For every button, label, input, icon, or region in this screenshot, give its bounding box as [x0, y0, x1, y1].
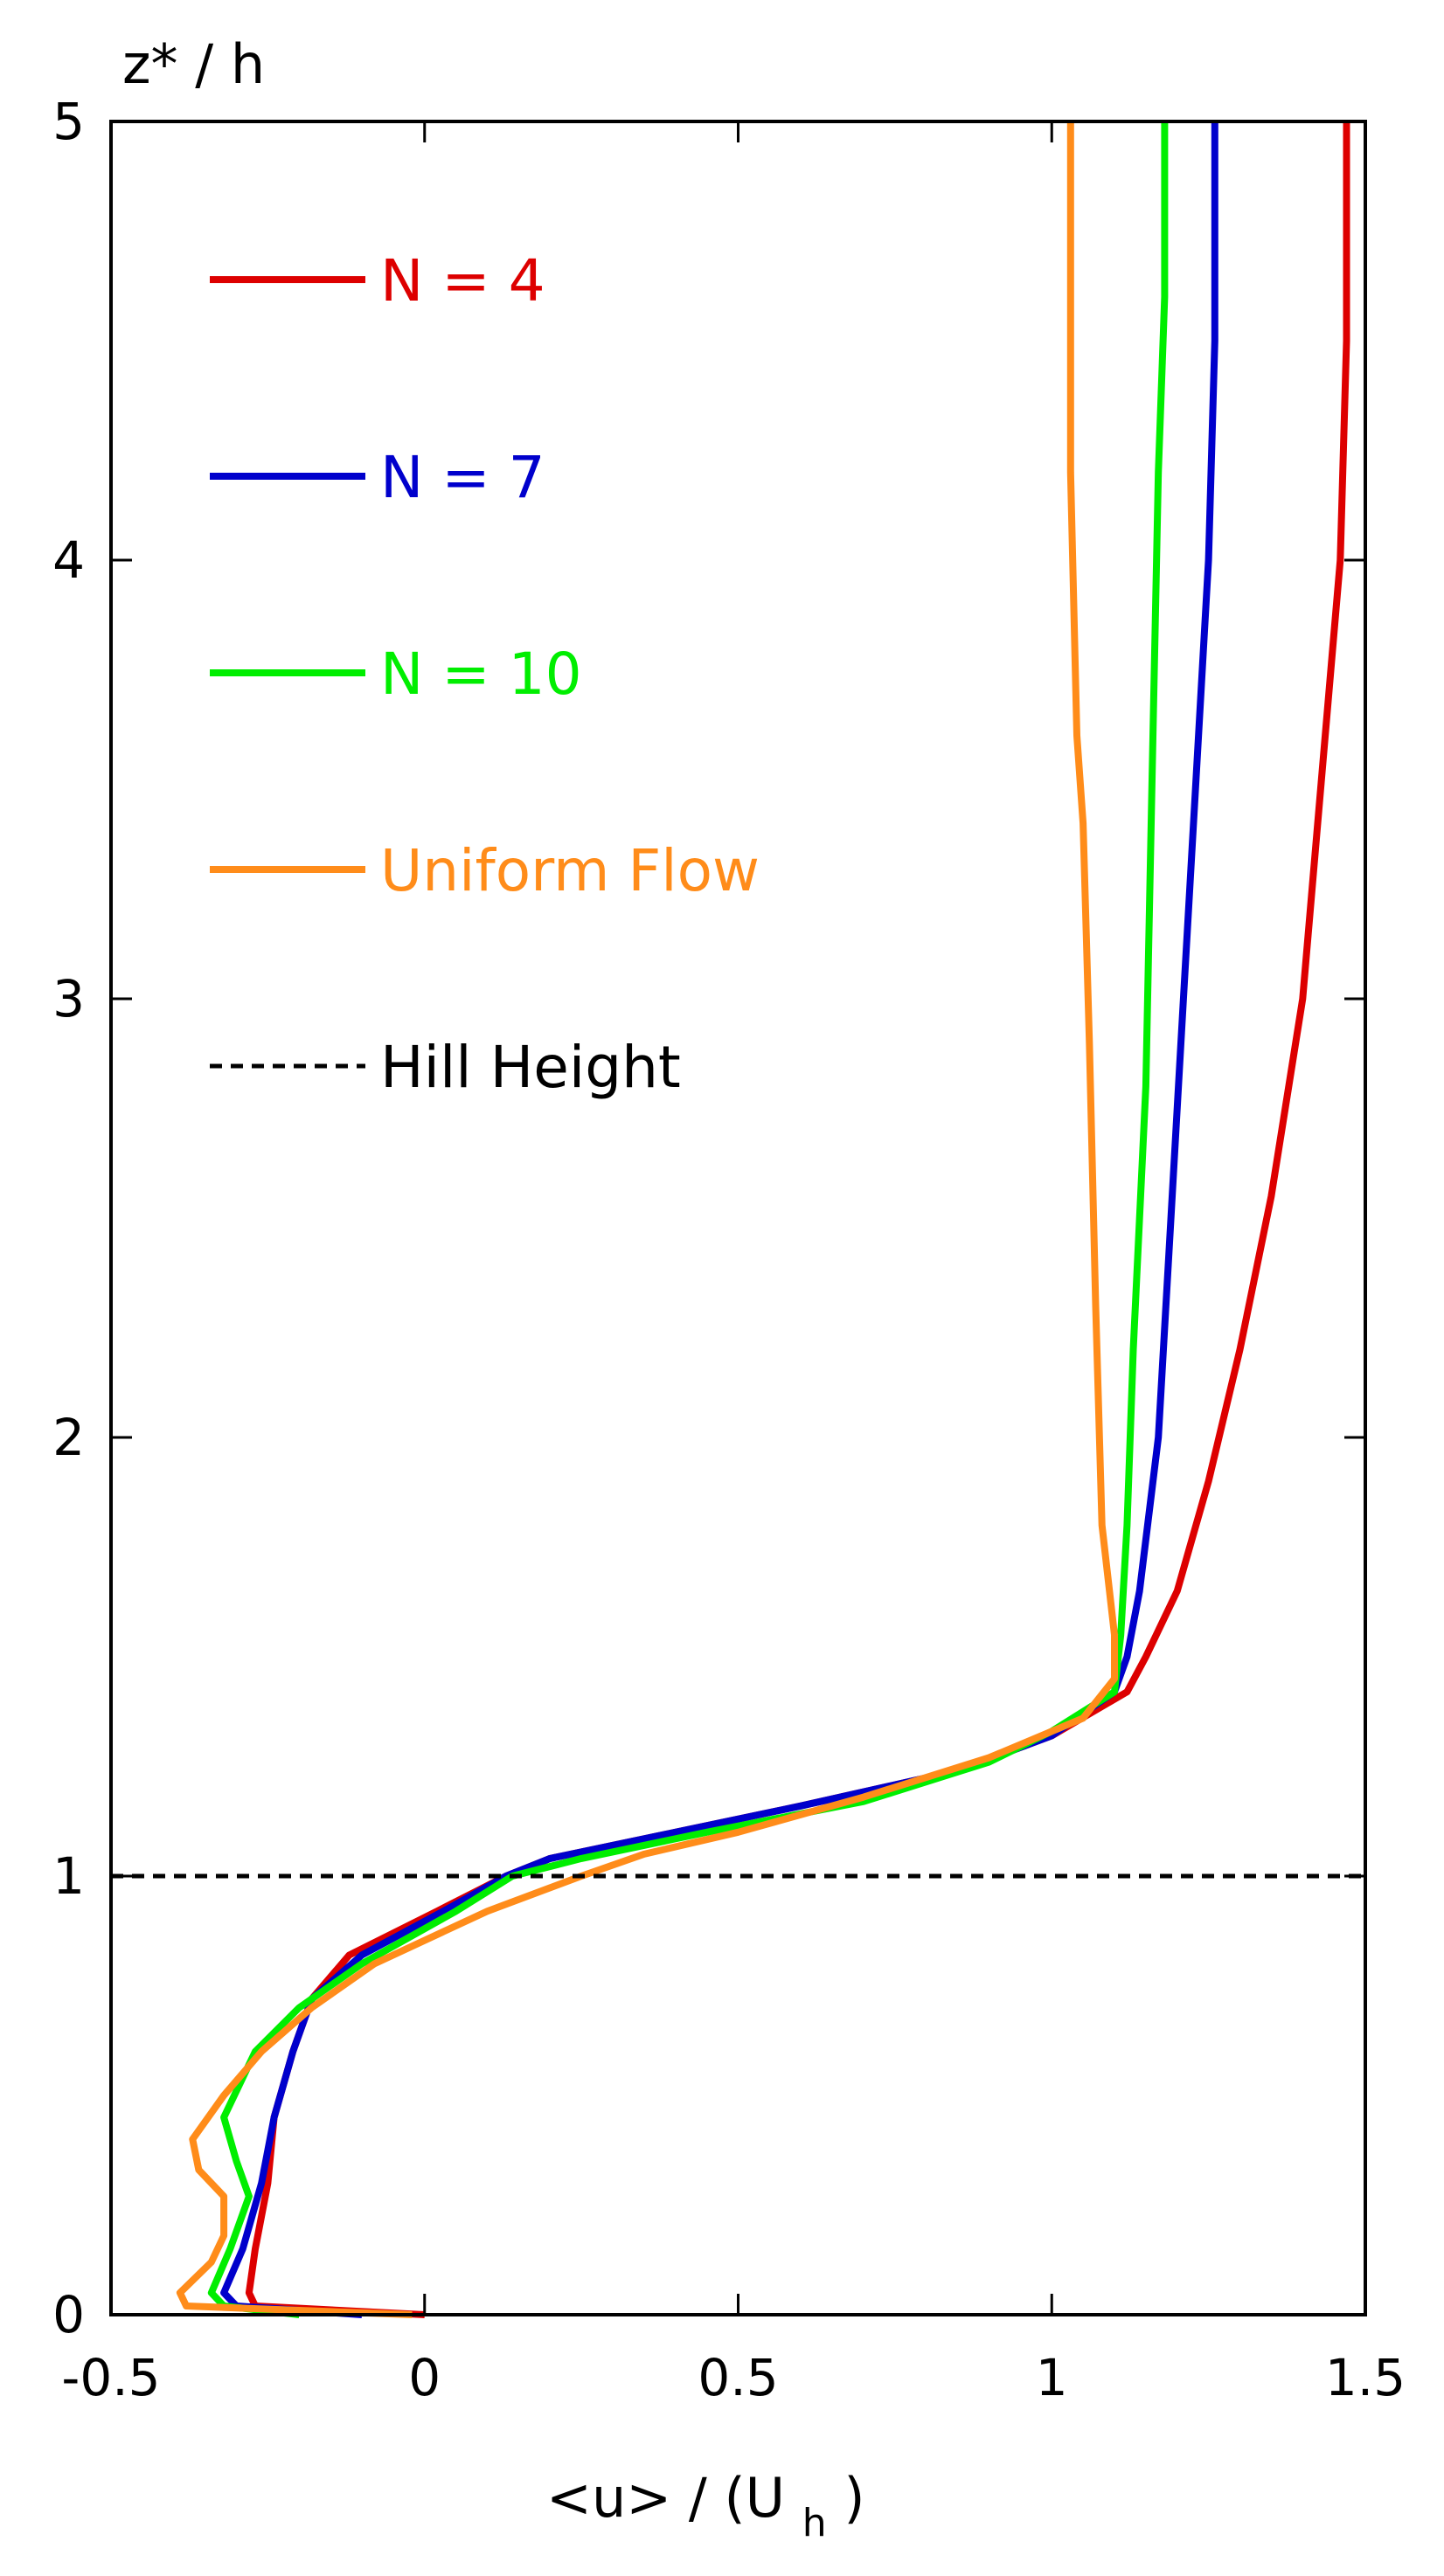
- plot-frame: [109, 120, 1367, 2316]
- x-axis-title-subscript: h: [802, 2501, 827, 2545]
- legend-label-4: Hill Height: [380, 1034, 681, 1101]
- x-axis-title-close: ): [843, 2466, 864, 2530]
- legend: N = 4 N = 7 N = 10 Uniform Flow Hill Height: [210, 247, 760, 1101]
- y-tick-label: 4: [52, 530, 85, 590]
- y-tick-label: 1: [52, 1846, 85, 1906]
- x-tick-label: 0.5: [698, 2348, 778, 2407]
- x-axis-title-main: <u> / (U: [546, 2466, 785, 2530]
- x-tick-label: 0: [408, 2348, 441, 2407]
- legend-label-1: N = 7: [380, 444, 545, 511]
- series-line-1: [220, 121, 1218, 2318]
- y-axis-title: z* / h: [122, 32, 265, 96]
- legend-label-0: N = 4: [380, 247, 545, 315]
- series-line-3: [176, 121, 1118, 2318]
- y-tick-label: 0: [52, 2285, 85, 2344]
- series-line-2: [207, 121, 1169, 2318]
- x-axis-title: <u> / (U h ): [546, 2466, 865, 2549]
- y-tick-label: 2: [52, 1408, 85, 1467]
- y-tick-label: 3: [52, 969, 85, 1028]
- legend-label-2: N = 10: [380, 641, 582, 708]
- x-tick-label: 1: [1036, 2348, 1068, 2407]
- x-tick-label: -0.5: [61, 2348, 160, 2407]
- x-tick-label: 1.5: [1325, 2348, 1406, 2407]
- legend-label-3: Uniform Flow: [380, 837, 760, 904]
- y-tick-label: 5: [52, 92, 85, 151]
- series-layer: [111, 121, 1365, 2318]
